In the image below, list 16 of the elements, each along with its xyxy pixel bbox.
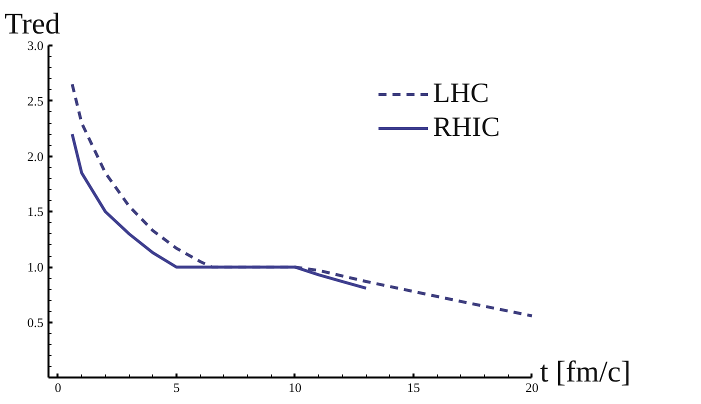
x-tick-label: 0 [54,380,62,395]
x-tick-label: 20 [525,380,538,395]
y-tick-label: 1.0 [27,260,44,275]
y-tick-label: 2.0 [27,148,44,164]
x-axis-title: t [fm/c] [540,355,631,388]
x-tick-label: 15 [406,380,420,395]
y-tick-label: 1.5 [27,204,44,220]
y-tick-label: 2.5 [27,93,44,108]
legend-label: LHC [433,78,489,110]
x-tick-label: 10 [288,380,302,395]
y-axis-title: Tred [4,8,60,40]
line-series [70,132,368,290]
y-tick-label: 3.0 [27,38,44,53]
x-tick-label: 5 [173,380,180,395]
y-tick-label: 0.5 [27,315,44,330]
legend-label: RHIC [433,112,500,144]
